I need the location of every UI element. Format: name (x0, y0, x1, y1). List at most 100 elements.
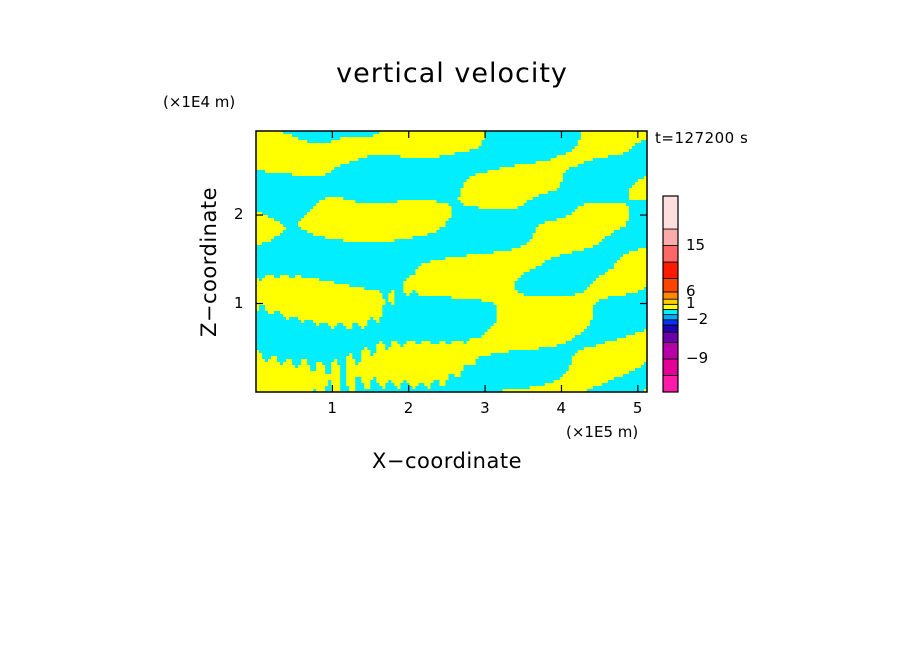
positive-region (496, 308, 594, 312)
negative-region (517, 206, 579, 210)
negative-region (337, 359, 347, 363)
negative-region (340, 374, 347, 378)
negative-region (445, 221, 546, 225)
negative-region (514, 287, 588, 291)
chart-title: vertical velocity (336, 58, 568, 89)
positive-region (634, 182, 647, 186)
negative-region (592, 305, 647, 309)
negative-region (448, 218, 558, 222)
positive-region (565, 371, 630, 375)
positive-region (493, 251, 573, 255)
negative-region (340, 380, 347, 384)
negative-region (385, 299, 389, 303)
colorbar-segment (662, 331, 679, 343)
positive-region (460, 191, 549, 195)
negative-region (274, 218, 302, 222)
positive-region (469, 338, 573, 342)
positive-region (346, 383, 356, 387)
negative-region (415, 386, 429, 390)
positive-region (595, 344, 647, 348)
negative-region (448, 374, 456, 378)
negative-region (415, 341, 423, 345)
negative-region (355, 377, 362, 381)
positive-region (418, 266, 537, 270)
positive-region (283, 314, 383, 318)
positive-region (403, 290, 413, 294)
negative-region (445, 224, 540, 228)
x-unit-label: (×1E5 m) (566, 423, 639, 441)
positive-region (430, 260, 546, 264)
negative-region (478, 356, 573, 360)
colorbar (662, 195, 679, 393)
positive-region (574, 353, 647, 357)
positive-region (283, 362, 293, 366)
positive-region (256, 137, 299, 141)
negative-region (256, 182, 465, 186)
positive-region (643, 176, 647, 180)
positive-region (256, 134, 293, 138)
negative-region (397, 341, 407, 345)
negative-region (343, 197, 459, 201)
negative-region (283, 224, 299, 228)
negative-region (631, 146, 647, 150)
negative-region (589, 323, 647, 327)
positive-region (331, 140, 483, 144)
positive-region (349, 353, 353, 357)
positive-region (439, 341, 447, 345)
negative-region (367, 323, 495, 327)
positive-region (346, 326, 353, 330)
positive-region (334, 359, 338, 363)
negative-region (592, 245, 647, 249)
negative-region (517, 290, 585, 294)
negative-region (628, 149, 647, 153)
positive-region (256, 227, 287, 231)
negative-region (607, 380, 647, 384)
y-tick-label: 1 (234, 293, 244, 312)
negative-region (484, 131, 582, 135)
positive-region (331, 380, 341, 384)
positive-region (256, 155, 368, 159)
negative-region (379, 290, 392, 294)
negative-region (439, 227, 537, 231)
positive-region (361, 326, 365, 330)
negative-region (325, 173, 477, 177)
positive-region (256, 368, 311, 372)
positive-region (256, 299, 386, 303)
negative-region (394, 239, 531, 243)
negative-region (256, 248, 513, 252)
positive-region (451, 341, 465, 345)
positive-region (484, 332, 582, 336)
x-tick-label: 4 (556, 399, 567, 417)
negative-region (382, 308, 498, 312)
negative-region (565, 170, 647, 174)
negative-region (481, 140, 579, 144)
negative-region (355, 362, 359, 366)
negative-region (382, 305, 498, 309)
negative-region (370, 353, 374, 357)
positive-region (376, 320, 380, 324)
negative-region (340, 365, 347, 369)
negative-region (340, 386, 350, 390)
positive-region (544, 383, 603, 387)
positive-region (616, 338, 647, 342)
negative-region (355, 380, 362, 384)
positive-region (616, 260, 647, 264)
negative-region (379, 320, 498, 324)
negative-region (460, 371, 567, 375)
colorbar-segment (662, 303, 679, 310)
x-axis-label: X−coordinate (372, 449, 522, 473)
positive-region (514, 164, 579, 168)
negative-region (352, 326, 362, 330)
negative-region (583, 329, 645, 333)
positive-region (595, 278, 647, 282)
negative-region (412, 236, 534, 240)
negative-region (379, 317, 498, 321)
positive-region (562, 374, 624, 378)
negative-region (337, 362, 347, 366)
negative-region (349, 284, 404, 288)
negative-region (388, 380, 392, 384)
positive-region (373, 134, 486, 138)
negative-region (475, 359, 573, 363)
positive-region (346, 362, 356, 366)
colorbar-segment (662, 261, 679, 279)
